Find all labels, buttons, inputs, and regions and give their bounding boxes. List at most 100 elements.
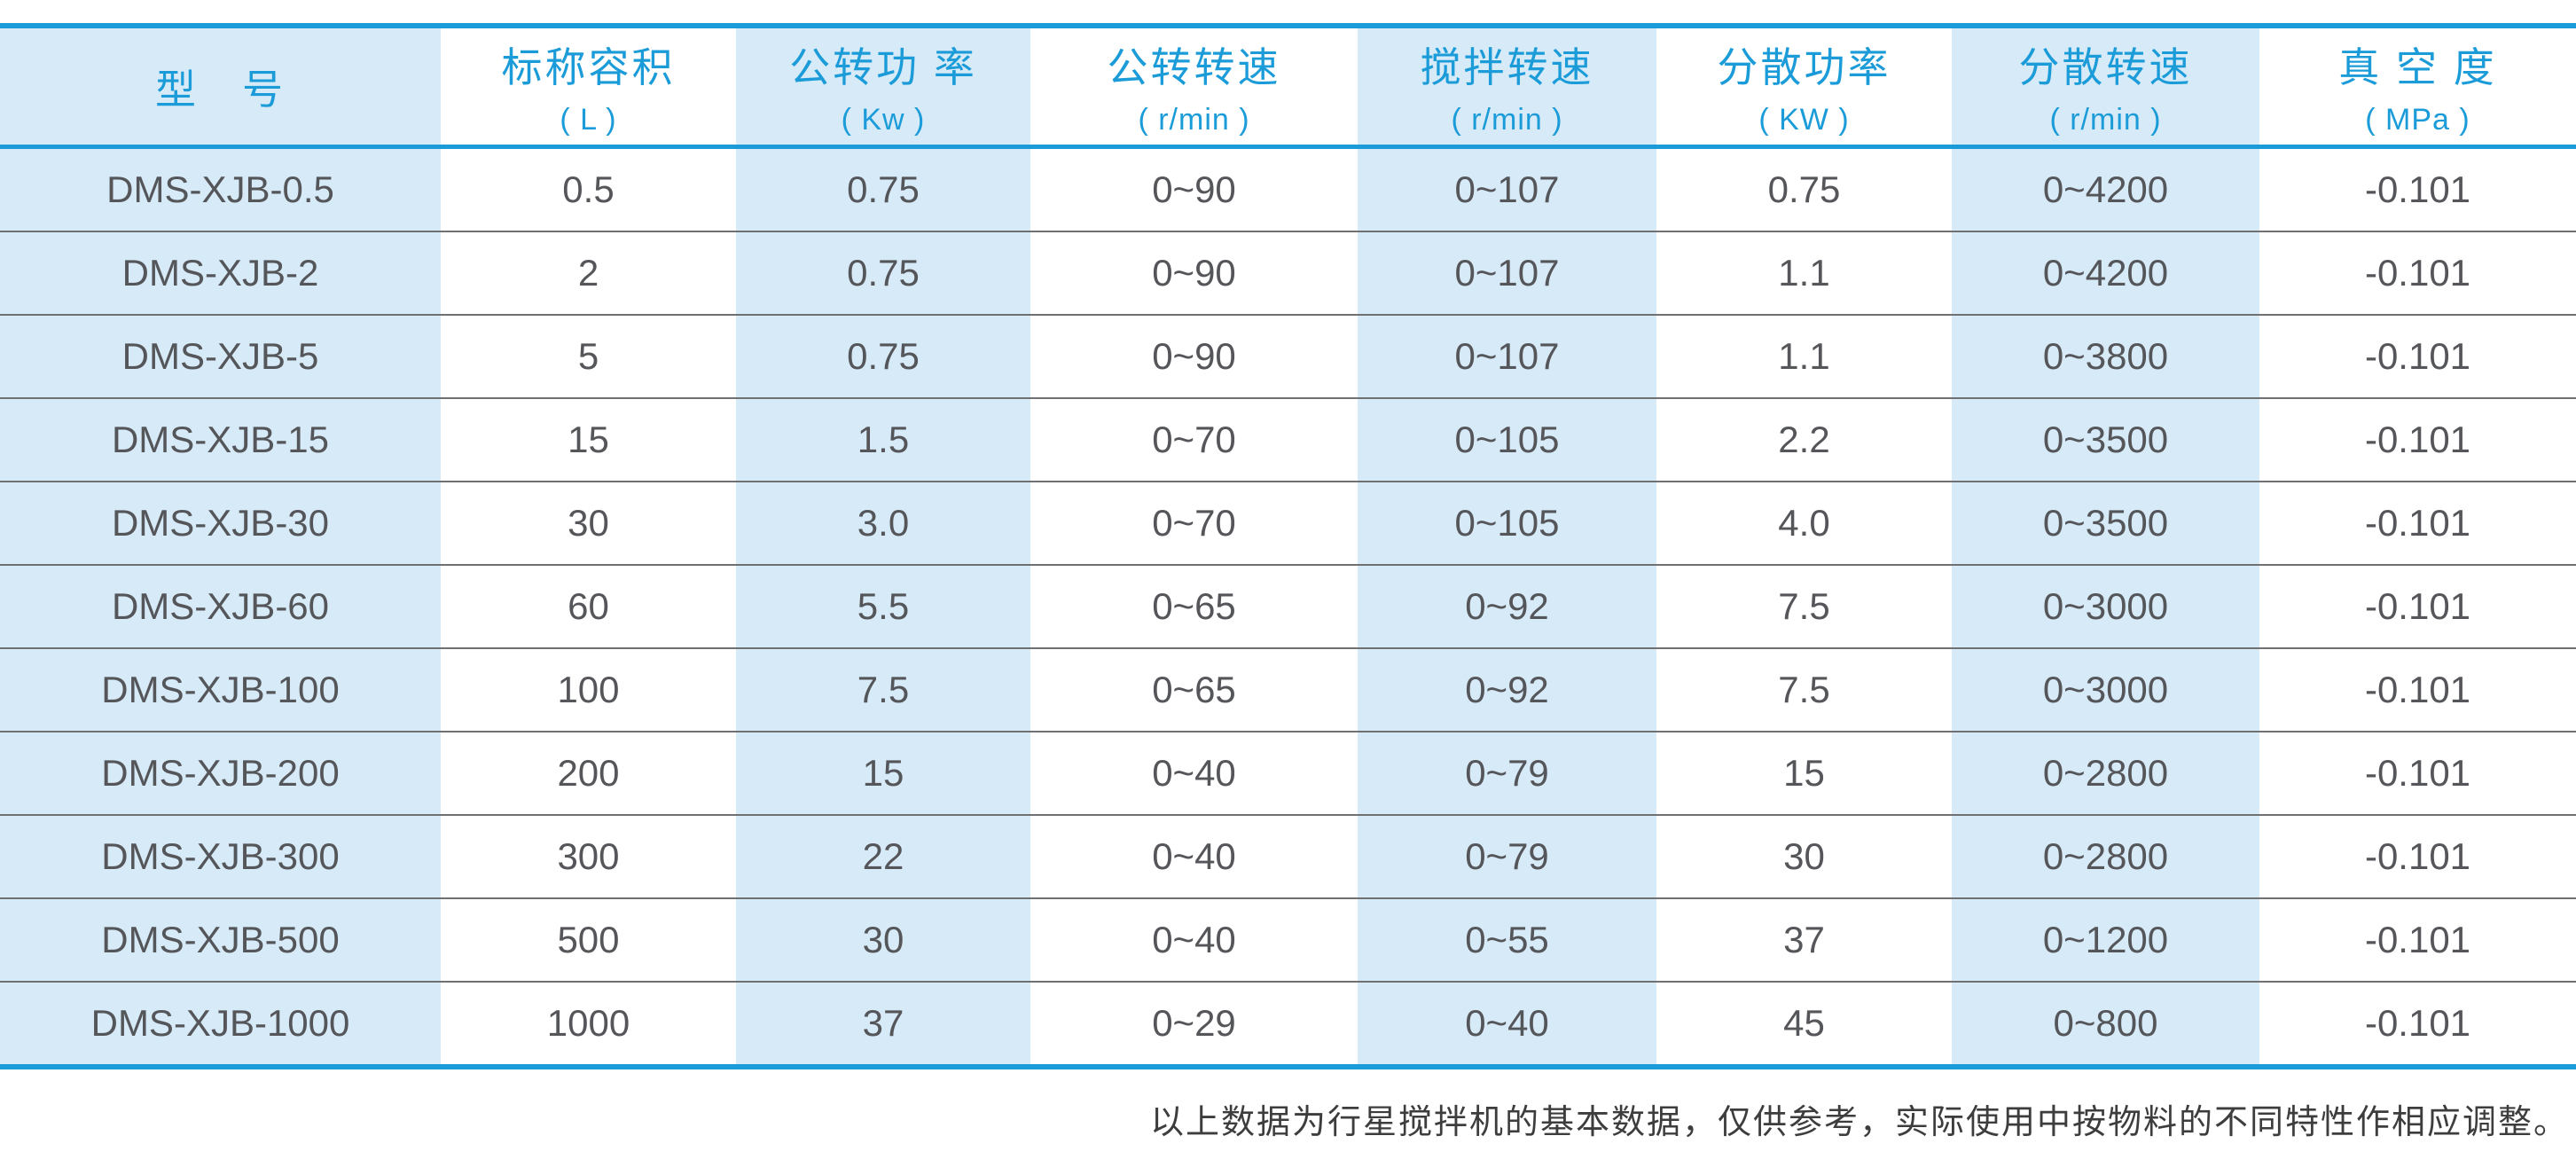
table-cell: 0.75: [736, 149, 1030, 231]
table-cell: 0.5: [562, 168, 615, 210]
column-header-unit: ( r/min ): [1138, 103, 1250, 137]
column-header: 标称容积 ( L ): [441, 28, 736, 145]
table-cell: 5: [577, 335, 599, 377]
model-cell: DMS-XJB-60: [0, 566, 441, 647]
table-cell: 0~3500: [1952, 482, 2259, 564]
table-row: DMS-XJB-0.5 0.5 0.75 0~90 0~107 0.75 0~4200 -0.…: [0, 149, 2576, 231]
table-cell: 0~800: [1952, 983, 2259, 1064]
table-cell: 100: [557, 669, 620, 710]
column-header: 分散转速 ( r/min ): [1952, 28, 2259, 145]
column-header: 公转转速 ( r/min ): [1030, 28, 1358, 145]
table-cell: -0.101: [2364, 335, 2471, 377]
table-cell: 0~40: [1152, 919, 1236, 960]
table-row: DMS-XJB-300 300 22 0~40 0~79 30 0~2800 -0.101: [0, 814, 2576, 897]
table-bottom-border: [0, 1064, 2576, 1069]
table-row: DMS-XJB-60 60 5.5 0~65 0~92 7.5 0~3000 -0.101: [0, 564, 2576, 647]
table-row: DMS-XJB-500 500 30 0~40 0~55 37 0~1200 -0.101: [0, 897, 2576, 981]
model-cell: DMS-XJB-2: [0, 232, 441, 314]
table-cell: 0~105: [1358, 399, 1656, 481]
column-header-label: 分散转速: [2018, 44, 2193, 90]
table-cell: 0~3500: [1952, 399, 2259, 481]
table-cell: -0.101: [2364, 168, 2471, 210]
table-cell: 37: [736, 983, 1030, 1064]
column-header: 分散功率 ( KW ): [1656, 28, 1952, 145]
table-cell: 37: [1783, 919, 1825, 960]
table-cell: 0~79: [1358, 816, 1656, 897]
table-cell: 0~40: [1152, 835, 1236, 877]
column-header: 公转功 率 ( Kw ): [736, 28, 1030, 145]
table-cell: 22: [736, 816, 1030, 897]
header-bottom-border: [0, 145, 2576, 149]
table-row: DMS-XJB-5 5 0.75 0~90 0~107 1.1 0~3800 -0.101: [0, 314, 2576, 397]
table-cell: 0.75: [736, 232, 1030, 314]
column-header: 搅拌转速 ( r/min ): [1358, 28, 1656, 145]
model-cell: DMS-XJB-1000: [0, 983, 441, 1064]
table-cell: 300: [557, 835, 620, 877]
table-cell: 0~90: [1152, 252, 1236, 294]
table-cell: 0~65: [1152, 585, 1236, 627]
table-cell: 0~2800: [1952, 732, 2259, 814]
table-cell: 0~105: [1358, 482, 1656, 564]
column-header: 真 空 度 ( MPa ): [2259, 28, 2576, 145]
table-cell: 0~107: [1358, 149, 1656, 231]
table-cell: 0~4200: [1952, 232, 2259, 314]
table-top-border: [0, 23, 2576, 28]
column-header-label: 公转功 率: [789, 44, 977, 90]
table-cell: 0~3800: [1952, 316, 2259, 397]
table-cell: 7.5: [736, 649, 1030, 731]
table-cell: 0.75: [736, 316, 1030, 397]
table-cell: 0~40: [1152, 752, 1236, 794]
table-cell: -0.101: [2364, 919, 2471, 960]
table-body: DMS-XJB-0.5 0.5 0.75 0~90 0~107 0.75 0~4200 -0.…: [0, 149, 2576, 1064]
table-cell: 0~2800: [1952, 816, 2259, 897]
table-cell: 0~92: [1358, 649, 1656, 731]
table-cell: 30: [568, 502, 609, 544]
column-header-label: 标称容积: [501, 44, 676, 90]
table-cell: 15: [568, 419, 609, 460]
spec-sheet-page: 型 号标称容积( L ) 公转功 率( Kw ) 公转转速( r/min ) 搅拌转速…: [0, 23, 2576, 1143]
table-cell: 0.75: [1767, 168, 1841, 210]
column-header-unit: ( r/min ): [1451, 103, 1563, 137]
column-header-label: 搅拌转速: [1420, 44, 1594, 90]
table-cell: 0~70: [1152, 502, 1236, 544]
table-cell: 0~92: [1358, 566, 1656, 647]
table-row: DMS-XJB-30 30 3.0 0~70 0~105 4.0 0~3500 -0.101: [0, 481, 2576, 564]
table-cell: 30: [1783, 835, 1825, 877]
table-cell: 1000: [546, 1002, 630, 1044]
table-row: DMS-XJB-100 100 7.5 0~65 0~92 7.5 0~3000 -0.101: [0, 647, 2576, 731]
table-cell: 3.0: [736, 482, 1030, 564]
column-header-unit: ( KW ): [1758, 103, 1850, 137]
column-header-label: 分散功率: [1717, 44, 1891, 90]
table-cell: 2: [577, 252, 599, 294]
table-cell: 45: [1783, 1002, 1825, 1044]
table-cell: 0~107: [1358, 316, 1656, 397]
table-cell: 1.5: [736, 399, 1030, 481]
model-cell: DMS-XJB-15: [0, 399, 441, 481]
table-row: DMS-XJB-1000 1000 37 0~29 0~40 45 0~800 -0.101: [0, 981, 2576, 1064]
table-cell: -0.101: [2364, 419, 2471, 460]
table-cell: 0~107: [1358, 232, 1656, 314]
table-cell: 5.5: [736, 566, 1030, 647]
table-cell: 0~79: [1358, 732, 1656, 814]
table-cell: 0~29: [1152, 1002, 1236, 1044]
table-cell: 0~1200: [1952, 899, 2259, 981]
column-header-label: 公转转速: [1107, 44, 1281, 90]
table-cell: -0.101: [2364, 502, 2471, 544]
table-cell: 60: [568, 585, 609, 627]
table-row: DMS-XJB-2 2 0.75 0~90 0~107 1.1 0~4200 -0.101: [0, 231, 2576, 314]
table-cell: -0.101: [2364, 669, 2471, 710]
table-cell: 0~90: [1152, 335, 1236, 377]
model-cell: DMS-XJB-500: [0, 899, 441, 981]
table-cell: 1.1: [1778, 252, 1830, 294]
table-cell: -0.101: [2364, 252, 2471, 294]
table-cell: 0~3000: [1952, 649, 2259, 731]
column-header-label: 型 号: [155, 66, 286, 113]
column-header-unit: ( r/min ): [2049, 103, 2162, 137]
table-cell: -0.101: [2364, 585, 2471, 627]
table-cell: 0~3000: [1952, 566, 2259, 647]
table-cell: 2.2: [1778, 419, 1830, 460]
table-cell: 15: [1783, 752, 1825, 794]
column-header-unit: ( MPa ): [2365, 103, 2470, 137]
table-cell: 0~40: [1358, 983, 1656, 1064]
table-cell: 0~65: [1152, 669, 1236, 710]
